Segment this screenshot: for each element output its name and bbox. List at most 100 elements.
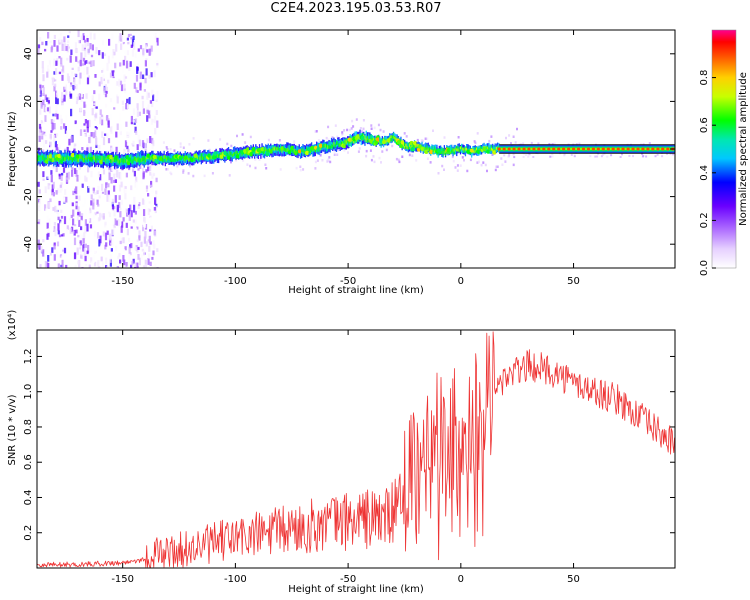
noise-cell: [136, 66, 139, 74]
noise-cell: [79, 233, 82, 242]
noise-cell: [398, 160, 401, 164]
noise-cell: [87, 182, 91, 189]
ridge-cell: [104, 156, 106, 161]
noise-cell: [134, 180, 137, 188]
ridge-cell: [497, 146, 499, 150]
snr-frame: [36, 329, 676, 569]
ridge-peak: [219, 154, 224, 159]
noise-cell: [38, 219, 41, 225]
noise-cell: [362, 119, 365, 122]
noise-cell: [98, 145, 101, 150]
noise-cell: [189, 164, 191, 168]
ridge-cell: [350, 138, 352, 142]
ridge-cell: [324, 144, 326, 148]
noise-cell: [482, 161, 485, 164]
noise-cell: [119, 259, 122, 264]
noise-cell: [321, 159, 324, 162]
noise-cell: [53, 58, 56, 67]
noise-cell: [278, 139, 281, 142]
noise-cell: [61, 98, 64, 106]
noise-cell: [50, 170, 53, 175]
noise-cell: [121, 65, 124, 73]
noise-cell: [145, 185, 149, 189]
noise-cell: [110, 177, 113, 184]
ridge-cell: [457, 145, 459, 152]
noise-cell: [135, 182, 138, 190]
colorbar-tick-label: 0.8: [699, 70, 710, 86]
noise-cell: [432, 129, 434, 132]
noise-cell: [333, 153, 336, 156]
noise-cell: [131, 39, 135, 47]
noise-cell: [155, 190, 158, 195]
ridge-cell: [385, 140, 387, 144]
ridge-cell: [87, 154, 90, 160]
noise-cell: [528, 153, 531, 156]
noise-cell: [104, 84, 107, 91]
noise-cell: [54, 205, 57, 213]
noise-cell: [71, 202, 74, 207]
noise-cell: [83, 123, 86, 126]
noise-cell: [61, 172, 64, 176]
noise-cell: [145, 241, 148, 247]
ridge-cell: [149, 156, 152, 161]
noise-cell: [102, 213, 105, 219]
noise-cell: [98, 266, 101, 268]
noise-cell: [429, 161, 432, 164]
noise-cell: [147, 53, 150, 56]
noise-cell: [510, 142, 512, 145]
noise-cell: [235, 158, 238, 162]
ridge-peak: [316, 147, 321, 152]
noise-cell: [347, 151, 349, 154]
noise-cell: [53, 222, 56, 226]
noise-cell: [152, 94, 155, 101]
noise-cell: [137, 48, 140, 52]
noise-cell: [147, 104, 150, 111]
noise-cell: [66, 96, 69, 100]
noise-cell: [130, 185, 133, 191]
noise-cell: [188, 143, 191, 146]
noise-cell: [93, 114, 97, 121]
noise-cell: [457, 136, 460, 139]
noise-cell: [144, 142, 147, 149]
ridge-cell: [143, 156, 145, 161]
noise-cell: [141, 248, 144, 252]
noise-cell: [55, 104, 58, 111]
ridge-cell: [323, 143, 325, 148]
ridge-cell: [95, 158, 97, 163]
snr-x-axis: -150 -100 -50 0 50: [111, 330, 580, 585]
noise-cell: [144, 44, 148, 52]
noise-cell: [59, 37, 62, 43]
ridge-cell: [489, 148, 491, 152]
noise-cell: [156, 63, 159, 66]
noise-cell: [144, 230, 147, 239]
noise-cell: [79, 187, 82, 192]
ridge-peak: [193, 153, 198, 158]
noise-cell: [101, 40, 104, 46]
noise-cell: [503, 154, 506, 157]
noise-cell: [124, 193, 127, 200]
ridge-peak: [396, 140, 402, 145]
noise-cell: [83, 109, 86, 116]
noise-cell: [66, 172, 69, 179]
ridge-peak: [127, 157, 133, 162]
noise-cell: [131, 261, 134, 266]
noise-cell: [46, 262, 49, 267]
noise-cell: [133, 204, 136, 213]
stable-tone-peak: [542, 147, 546, 151]
ridge-cell: [133, 156, 135, 161]
ridge-cell: [235, 151, 237, 159]
ridge-cell: [449, 146, 452, 153]
ridge-cell: [335, 141, 338, 145]
noise-cell: [127, 148, 130, 153]
noise-cell: [101, 131, 104, 138]
ridge-cell: [73, 156, 75, 161]
noise-cell: [58, 56, 61, 59]
noise-cell: [86, 41, 89, 47]
noise-cell: [656, 153, 659, 156]
noise-cell: [66, 73, 70, 81]
noise-cell: [56, 251, 59, 258]
noise-cell: [80, 215, 83, 221]
stable-tone-peak: [666, 147, 670, 151]
ridge-peak: [207, 153, 212, 158]
ridge-cell: [118, 160, 121, 165]
